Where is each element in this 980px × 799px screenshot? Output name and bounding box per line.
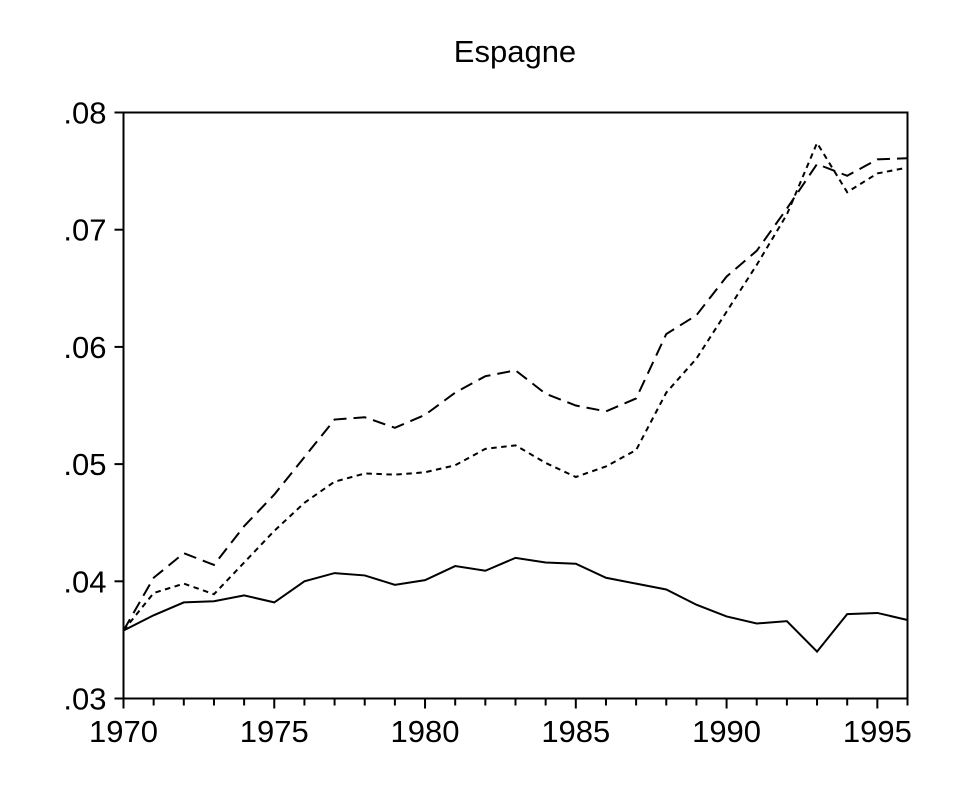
y-axis-tick-label: .05 xyxy=(63,447,106,482)
x-axis-tick-label: 1975 xyxy=(240,714,309,749)
x-axis-tick-label: 1985 xyxy=(541,714,610,749)
y-axis-tick-label: .08 xyxy=(63,96,106,131)
chart-title: Espagne xyxy=(454,34,576,69)
series-line-long-dash xyxy=(122,157,908,632)
series-line-short-dash xyxy=(122,140,908,632)
x-axis-tick-label: 1995 xyxy=(843,714,912,749)
y-axis-tick-label: .07 xyxy=(63,213,106,248)
x-axis-tick-label: 1970 xyxy=(89,714,158,749)
plot-area: .03 .04 .05 .06 .07 .08 1970 1975 1980 1985 1990 19… xyxy=(63,96,911,750)
y-axis-tick-label: .04 xyxy=(63,564,106,599)
plot-border xyxy=(122,111,909,700)
x-axis-tick-label: 1990 xyxy=(692,714,761,749)
y-axis-tick-label: .03 xyxy=(63,682,106,717)
y-axis-tick-label: .06 xyxy=(63,330,106,365)
x-axis-tick-label: 1980 xyxy=(391,714,460,749)
series-line-solid xyxy=(123,556,908,654)
